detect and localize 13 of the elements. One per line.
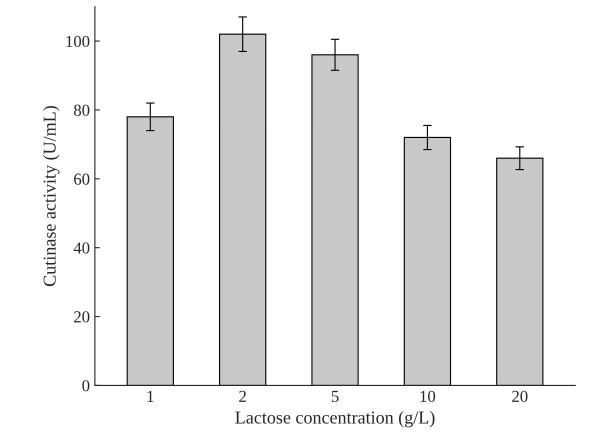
y-axis-title: Cutinase activity (U/mL) bbox=[43, 106, 60, 286]
x-tick-label: 5 bbox=[332, 390, 339, 402]
y-tick-label: 20 bbox=[74, 311, 90, 322]
y-tick-label: 60 bbox=[74, 174, 90, 185]
x-tick-label: 20 bbox=[512, 390, 528, 402]
x-tick-label: 2 bbox=[239, 390, 246, 402]
y-tick-label: 100 bbox=[66, 36, 90, 48]
x-tick-label: 10 bbox=[420, 390, 436, 402]
y-tick-label: 40 bbox=[74, 242, 90, 254]
x-tick-label: 1 bbox=[148, 390, 154, 402]
y-tick-label: 80 bbox=[74, 104, 90, 116]
x-axis-title: Lactose concentration (g/L) bbox=[235, 410, 435, 428]
y-tick-label: 0 bbox=[82, 380, 90, 392]
